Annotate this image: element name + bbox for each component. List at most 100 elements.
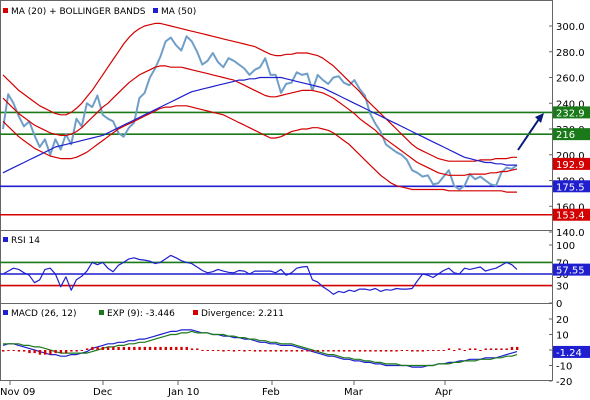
divergence-bar bbox=[421, 350, 424, 352]
reference-line-tag bbox=[553, 106, 590, 119]
divergence-bar bbox=[426, 350, 430, 351]
divergence-bar bbox=[447, 348, 451, 350]
value-tag bbox=[553, 263, 590, 276]
divergence-bar bbox=[64, 350, 68, 354]
divergence-bar bbox=[59, 350, 63, 354]
divergence-bar bbox=[500, 348, 503, 350]
divergence-bar bbox=[390, 350, 393, 352]
divergence-bar bbox=[96, 346, 99, 350]
divergence-bar bbox=[484, 348, 487, 350]
divergence-bar bbox=[154, 346, 157, 350]
divergence-bar bbox=[369, 350, 372, 352]
divergence-bar bbox=[122, 346, 126, 350]
divergence-bar bbox=[510, 346, 514, 350]
divergence-bar bbox=[453, 350, 456, 351]
divergence-bar bbox=[516, 346, 519, 350]
divergence-bar bbox=[405, 350, 409, 351]
reference-line-label: 153.4 bbox=[556, 211, 585, 222]
reference-line-label: 175.5 bbox=[556, 182, 585, 193]
divergence-bar bbox=[175, 346, 178, 350]
divergence-bar bbox=[348, 350, 351, 352]
divergence-bar bbox=[248, 350, 251, 351]
divergence-bar bbox=[206, 350, 209, 351]
divergence-bar bbox=[358, 350, 362, 352]
divergence-bar bbox=[7, 350, 10, 351]
divergence-bar bbox=[327, 350, 330, 352]
y-tick-label: -10 bbox=[556, 362, 572, 373]
divergence-bar bbox=[342, 350, 346, 352]
divergence-bar bbox=[474, 348, 477, 350]
divergence-bar bbox=[243, 350, 246, 352]
divergence-bar bbox=[28, 350, 31, 354]
divergence-bar bbox=[222, 350, 225, 352]
series-line-ma50 bbox=[2, 76, 517, 174]
divergence-bar bbox=[285, 350, 288, 352]
y-tick-label: 160.0 bbox=[556, 202, 585, 213]
series-line-price bbox=[2, 35, 518, 191]
divergence-bar bbox=[17, 350, 21, 352]
legend-swatch-macd bbox=[3, 310, 8, 315]
divergence-bar bbox=[495, 348, 498, 350]
reference-line-tag bbox=[553, 208, 590, 221]
divergence-bar bbox=[416, 350, 419, 352]
reference-line-label: 30 bbox=[556, 282, 569, 293]
divergence-bar bbox=[437, 350, 440, 351]
divergence-bar bbox=[306, 350, 309, 352]
divergence-bar bbox=[190, 348, 194, 350]
divergence-bar bbox=[279, 350, 283, 352]
series-line-rsi bbox=[2, 254, 518, 295]
y-tick-label: 260.0 bbox=[556, 74, 585, 85]
value-tag-label: 192.9 bbox=[556, 160, 585, 171]
divergence-bar bbox=[91, 346, 94, 350]
divergence-bar bbox=[363, 350, 367, 352]
divergence-bar bbox=[489, 348, 493, 350]
divergence-bar bbox=[468, 348, 472, 350]
divergence-bar bbox=[395, 350, 398, 352]
divergence-bar bbox=[185, 346, 188, 350]
divergence-bar bbox=[164, 346, 167, 350]
value-tag bbox=[553, 345, 590, 358]
y-tick-label: 200.0 bbox=[556, 151, 585, 162]
series-line-lower bbox=[2, 105, 517, 193]
divergence-bar bbox=[411, 350, 414, 352]
legend-label-rsi: RSI 14 bbox=[11, 236, 40, 246]
divergence-bar bbox=[264, 350, 267, 352]
y-tick-label: 140.0 bbox=[556, 228, 585, 239]
divergence-bar bbox=[180, 346, 183, 350]
divergence-bar bbox=[138, 346, 141, 350]
divergence-bar bbox=[75, 350, 78, 352]
x-tick-label: Mar bbox=[344, 387, 364, 398]
y-tick-label: 100 bbox=[556, 241, 575, 252]
macd-legend: MACD (26, 12) EXP (9): -3.446 Divergence… bbox=[3, 309, 284, 319]
divergence-bar bbox=[379, 350, 383, 352]
reference-line-label: 216 bbox=[556, 130, 575, 141]
x-tick-label: Apr bbox=[435, 387, 453, 398]
divergence-bar bbox=[505, 348, 508, 350]
divergence-bar bbox=[112, 346, 115, 350]
divergence-bar bbox=[479, 350, 482, 351]
x-tick-label: Jan 10 bbox=[167, 387, 199, 398]
divergence-bar bbox=[12, 350, 15, 351]
legend-swatch-ma50 bbox=[153, 8, 158, 13]
divergence-bar bbox=[269, 350, 272, 352]
legend-swatch-ma20 bbox=[3, 8, 8, 13]
divergence-bar bbox=[442, 350, 445, 351]
reference-line-tag bbox=[553, 180, 590, 193]
divergence-bar bbox=[463, 350, 466, 351]
divergence-bar bbox=[201, 350, 204, 351]
legend-label-exp: EXP (9): -3.446 bbox=[107, 309, 175, 319]
divergence-bar bbox=[80, 350, 84, 351]
divergence-bar bbox=[43, 350, 47, 355]
y-tick-label: 10 bbox=[556, 331, 569, 342]
divergence-bar bbox=[101, 346, 105, 350]
divergence-bar bbox=[227, 350, 230, 351]
divergence-bar bbox=[311, 350, 314, 352]
divergence-bar bbox=[133, 346, 136, 350]
legend-label-ma20: MA (20) + BOLLINGER BANDS bbox=[11, 7, 146, 17]
series-line-signal bbox=[3, 330, 518, 367]
divergence-bar bbox=[196, 348, 199, 350]
value-tag-label: -1.24 bbox=[556, 348, 582, 359]
chart-frame bbox=[0, 0, 553, 381]
x-tick-label: Feb bbox=[262, 387, 280, 398]
